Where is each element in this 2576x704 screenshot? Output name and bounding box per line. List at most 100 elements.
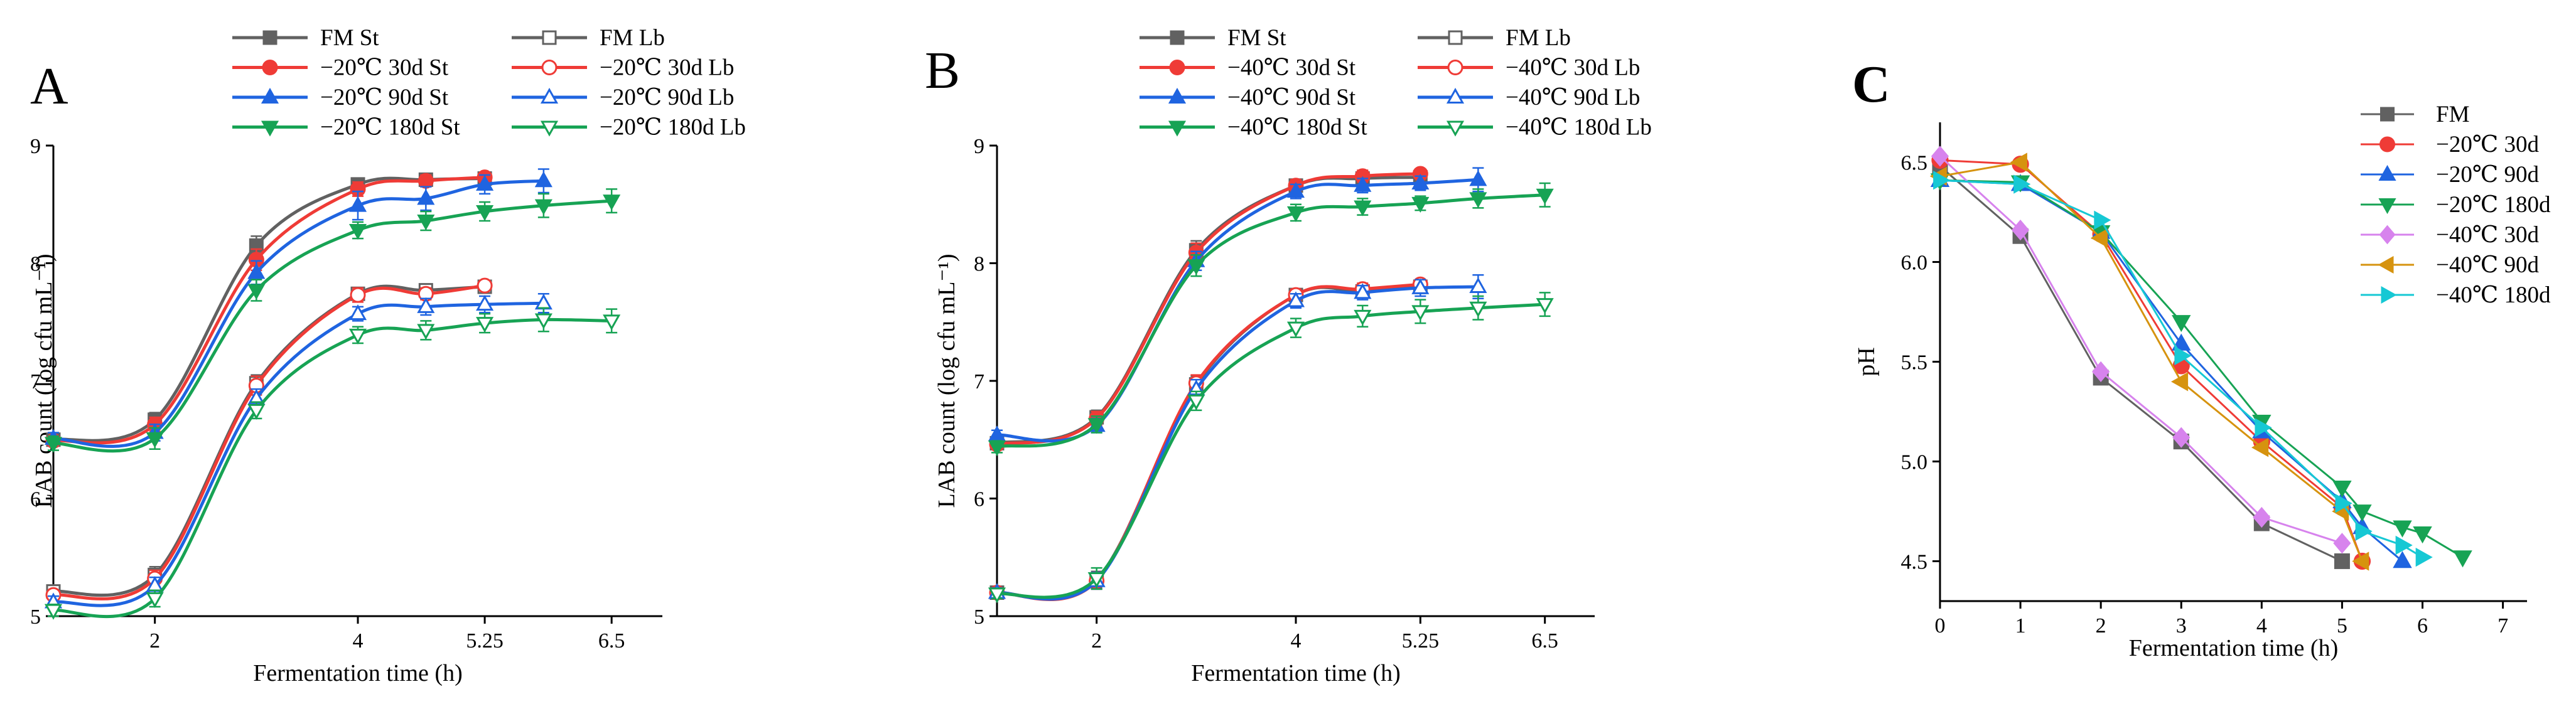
legend-entry: −20℃ 90d Lb	[512, 85, 734, 110]
legend-marker	[541, 60, 558, 75]
x-tick-label: 6.5	[1531, 629, 1558, 653]
series-5	[988, 167, 1487, 443]
series-line	[996, 302, 1545, 599]
series-line	[53, 317, 612, 619]
data-point	[247, 284, 266, 300]
data-point	[1354, 309, 1372, 326]
data-point	[44, 604, 63, 620]
data-point	[2172, 315, 2191, 333]
data-point	[2010, 152, 2027, 172]
legend-label: FM Lb	[600, 25, 665, 51]
legend-entry: FM St	[1140, 25, 1286, 51]
legend: FM St −20℃ 30d St −20℃ 90d St −20℃ 180d St F…	[232, 25, 746, 141]
data-point	[2172, 427, 2191, 448]
legend-marker	[261, 120, 279, 137]
y-axis-title: pH	[1853, 347, 1880, 376]
data-point	[350, 287, 366, 303]
data-point	[1933, 170, 1951, 190]
data-point	[2415, 547, 2433, 567]
legend-marker	[1170, 30, 1185, 45]
data-point	[1411, 305, 1430, 321]
y-tick-label: 4.5	[1901, 550, 1928, 573]
legend-entry: FM St	[232, 25, 379, 51]
data-point	[1354, 176, 1372, 192]
series-1	[1932, 158, 2350, 569]
data-point	[2395, 535, 2413, 555]
legend-label: −40℃ 180d Lb	[1506, 115, 1652, 141]
x-tick-label: 6.5	[598, 629, 625, 653]
legend: FM St −40℃ 30d St −40℃ 90d St −40℃ 180d St F…	[1140, 25, 1652, 141]
data-point	[1286, 291, 1305, 307]
x-tick-label: 2	[1091, 629, 1102, 653]
legend-entry: −20℃ 180d Lb	[512, 115, 746, 141]
data-point	[2013, 174, 2031, 194]
legend-entry: −20℃ 180d St	[232, 115, 460, 141]
legend-marker	[1168, 120, 1187, 137]
y-tick-label: 7	[974, 370, 984, 393]
y-axis-title: LAB count (log cfu mL⁻¹)	[934, 253, 960, 508]
x-tick-label: 5.25	[466, 629, 504, 653]
legend-marker	[2381, 285, 2397, 304]
data-point	[2393, 520, 2412, 538]
data-point	[1087, 572, 1106, 589]
data-point	[2355, 521, 2373, 541]
data-point	[417, 189, 435, 205]
data-point	[2393, 551, 2412, 568]
data-point	[1286, 321, 1305, 338]
y-tick-label: 5	[30, 605, 41, 629]
legend-label: FM Lb	[1506, 25, 1571, 51]
x-tick-label: 6	[2417, 614, 2428, 637]
data-point	[1469, 192, 1487, 208]
series-7	[988, 182, 1554, 457]
data-point	[1286, 206, 1305, 222]
legend-marker	[262, 30, 278, 45]
legend-entry: −20℃ 90d St	[232, 85, 449, 110]
series-7	[44, 188, 621, 453]
y-tick-label: 9	[974, 135, 984, 158]
data-point	[603, 314, 621, 331]
legend-label: −20℃ 30d Lb	[600, 55, 734, 81]
legend-marker	[542, 30, 557, 45]
legend-marker	[540, 87, 559, 104]
legend-label: FM	[2436, 102, 2469, 127]
series-line	[1939, 179, 2403, 562]
legend-entry: FM Lb	[512, 25, 665, 51]
data-point	[348, 224, 367, 240]
y-axis-title: LAB count (log cfu mL⁻¹)	[31, 253, 57, 508]
data-point	[2413, 526, 2432, 544]
legend-label: −40℃ 30d	[2436, 222, 2540, 248]
legend-label: −40℃ 90d St	[1227, 85, 1356, 110]
data-point	[2332, 480, 2352, 498]
legend-label: −20℃ 90d Lb	[600, 85, 734, 110]
data-point	[1536, 298, 1554, 314]
data-point	[2352, 504, 2372, 522]
data-point	[476, 295, 494, 311]
legend-entry: −20℃ 30d Lb	[512, 55, 734, 81]
y-tick-label: 9	[30, 135, 41, 158]
legend-label: −20℃ 180d	[2436, 192, 2551, 218]
series-line	[53, 301, 544, 607]
data-point	[477, 277, 493, 294]
legend-label: −40℃ 90d Lb	[1506, 85, 1640, 110]
series-line	[53, 199, 612, 453]
legend-label: −20℃ 90d St	[320, 85, 449, 110]
x-tick-label: 7	[2498, 614, 2508, 637]
data-point	[1187, 259, 1205, 275]
legend-label: −20℃ 30d St	[320, 55, 449, 81]
data-point	[1411, 196, 1430, 213]
legend-entry: −40℃ 30d St	[1140, 55, 1356, 81]
data-point	[146, 432, 164, 448]
x-tick-label: 4	[1291, 629, 1301, 653]
y-tick-label: 8	[974, 253, 984, 276]
x-tick-label: 0	[1935, 614, 1946, 637]
legend-entry: −40℃ 180d Lb	[1418, 115, 1652, 141]
data-point	[247, 263, 266, 279]
data-point	[2251, 437, 2269, 457]
data-point	[2174, 346, 2192, 366]
legend-marker	[1446, 120, 1465, 137]
legend-entry: FM	[2361, 102, 2469, 127]
data-point	[2094, 210, 2111, 230]
legend-label: −20℃ 90d	[2436, 162, 2540, 188]
data-point	[417, 215, 435, 231]
data-point	[2012, 220, 2030, 241]
